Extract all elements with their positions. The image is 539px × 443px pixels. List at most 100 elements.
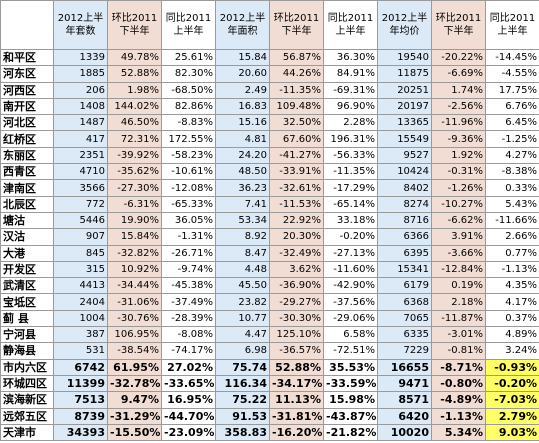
value-cell: 9471 (377, 374, 432, 393)
value-cell: 0.19% (431, 277, 486, 295)
value-cell: -9.36% (431, 130, 486, 148)
value-cell: -11.87% (431, 309, 486, 328)
value-cell: 61.95% (107, 358, 162, 376)
value-cell: 82.86% (161, 97, 216, 116)
region-cell: 远郊五区 (0, 407, 54, 425)
value-cell: -72.51% (323, 342, 378, 360)
value-cell: 33.18% (323, 211, 378, 230)
value-cell: 49.78% (107, 48, 162, 67)
value-cell: 845 (53, 244, 108, 262)
region-cell: 西青区 (0, 163, 54, 181)
value-cell: -11.66% (485, 211, 539, 230)
table-body: 和平区 1339 49.78% 25.61% 15.84 56.87% 36.30% 1954… (0, 48, 539, 442)
value-cell: -6.69% (431, 65, 486, 83)
value-cell: -0.81% (431, 342, 486, 360)
value-cell: 3.62% (269, 260, 324, 279)
value-cell: -16.20% (269, 423, 324, 442)
value-cell: -58.23% (161, 146, 216, 165)
value-cell: -8.83% (161, 114, 216, 132)
value-cell: -65.33% (161, 195, 216, 213)
region-cell: 宝坻区 (0, 293, 54, 311)
value-cell: 27.02% (161, 358, 216, 376)
value-cell: -39.92% (107, 146, 162, 165)
value-cell: 4.81 (215, 130, 270, 148)
value-cell: -9.74% (161, 260, 216, 279)
value-cell: 3.91% (431, 228, 486, 246)
value-cell: 19.90% (107, 211, 162, 230)
value-cell: -1.25% (485, 130, 539, 148)
value-cell: 9.47% (107, 391, 162, 409)
value-cell: 15.84 (215, 48, 270, 67)
region-cell: 汉沽 (0, 228, 54, 246)
value-cell: 7.41 (215, 195, 270, 213)
region-cell: 津南区 (0, 179, 54, 197)
value-cell: 52.88% (269, 358, 324, 376)
value-cell: 417 (53, 130, 108, 148)
value-cell: 6.98 (215, 342, 270, 360)
value-cell: -10.27% (431, 195, 486, 213)
region-cell: 和平区 (0, 48, 54, 67)
table-row: 开发区 315 10.92% -9.74% 4.48 3.62% -11.60% 15341-… (0, 260, 539, 279)
value-cell: 3.24% (485, 342, 539, 360)
value-cell: 20197 (377, 97, 432, 116)
value-cell: -32.61% (269, 179, 324, 197)
value-cell: 8274 (377, 195, 432, 213)
value-cell: 16.83 (215, 97, 270, 116)
value-cell: -56.33% (323, 146, 378, 165)
value-cell: 772 (53, 195, 108, 213)
value-cell: 0.77% (485, 244, 539, 262)
value-cell: 2.66% (485, 228, 539, 246)
header-cell: 环比2011下半年 (107, 0, 162, 50)
region-cell: 南开区 (0, 97, 54, 116)
value-cell: 1885 (53, 65, 108, 83)
value-cell: 4.48 (215, 260, 270, 279)
value-cell: 6179 (377, 277, 432, 295)
value-cell: 8716 (377, 211, 432, 230)
value-cell: 6395 (377, 244, 432, 262)
value-cell: -28.39% (161, 309, 216, 328)
table-row: 河西区 206 1.98% -68.50% 2.49 -11.35% -69.31% 2025… (0, 81, 539, 99)
value-cell: 24.20 (215, 146, 270, 165)
value-cell: 2.49 (215, 81, 270, 99)
value-cell: -11.96% (431, 114, 486, 132)
value-cell: 16.95% (161, 391, 216, 409)
value-cell: 172.55% (161, 130, 216, 148)
value-cell: 23.82 (215, 293, 270, 311)
value-cell: -30.30% (269, 309, 324, 328)
value-cell: -31.29% (107, 407, 162, 425)
table-row: 天津市 34393 -15.50% -23.09% 358.83 -16.20% -21.8… (0, 423, 539, 442)
value-cell: 358.83 (215, 423, 270, 442)
value-cell: 0.33% (485, 179, 539, 197)
value-cell: -14.45% (485, 48, 539, 67)
value-cell: -34.17% (269, 374, 324, 393)
value-cell: -31.06% (107, 293, 162, 311)
value-cell: 531 (53, 342, 108, 360)
value-cell: 35.53% (323, 358, 378, 376)
region-cell: 北辰区 (0, 195, 54, 213)
value-cell: 2404 (53, 293, 108, 311)
value-cell: 5.34% (431, 423, 486, 442)
value-cell: 34393 (53, 423, 108, 442)
table-row: 南开区 1408 144.02% 82.86% 16.83 109.48% 96.90% 20… (0, 97, 539, 116)
value-cell: 32.50% (269, 114, 324, 132)
value-cell: -27.30% (107, 179, 162, 197)
value-cell: -11.35% (269, 81, 324, 99)
value-cell: 13365 (377, 114, 432, 132)
value-cell: -37.49% (161, 293, 216, 311)
value-cell: 46.50% (107, 114, 162, 132)
table-row: 静海县 531 -38.54% -74.17% 6.98 -36.57% -72.51% 72… (0, 342, 539, 360)
value-cell: -37.56% (323, 293, 378, 311)
value-cell: 9.03% (485, 423, 539, 442)
table-row: 西青区 4710 -35.62% -10.61% 48.50 -33.91% -11.35%… (0, 163, 539, 181)
table-row: 北辰区 772 -6.31% -65.33% 7.41 -11.53% -65.14% 827… (0, 195, 539, 213)
value-cell: -6.31% (107, 195, 162, 213)
value-cell: 48.50 (215, 163, 270, 181)
value-cell: 4710 (53, 163, 108, 181)
region-cell: 滨海新区 (0, 391, 54, 409)
region-cell: 河东区 (0, 65, 54, 83)
value-cell: 196.31% (323, 130, 378, 148)
region-cell: 大港 (0, 244, 54, 262)
value-cell: 8739 (53, 407, 108, 425)
value-cell: -38.54% (107, 342, 162, 360)
value-cell: -33.59% (323, 374, 378, 393)
